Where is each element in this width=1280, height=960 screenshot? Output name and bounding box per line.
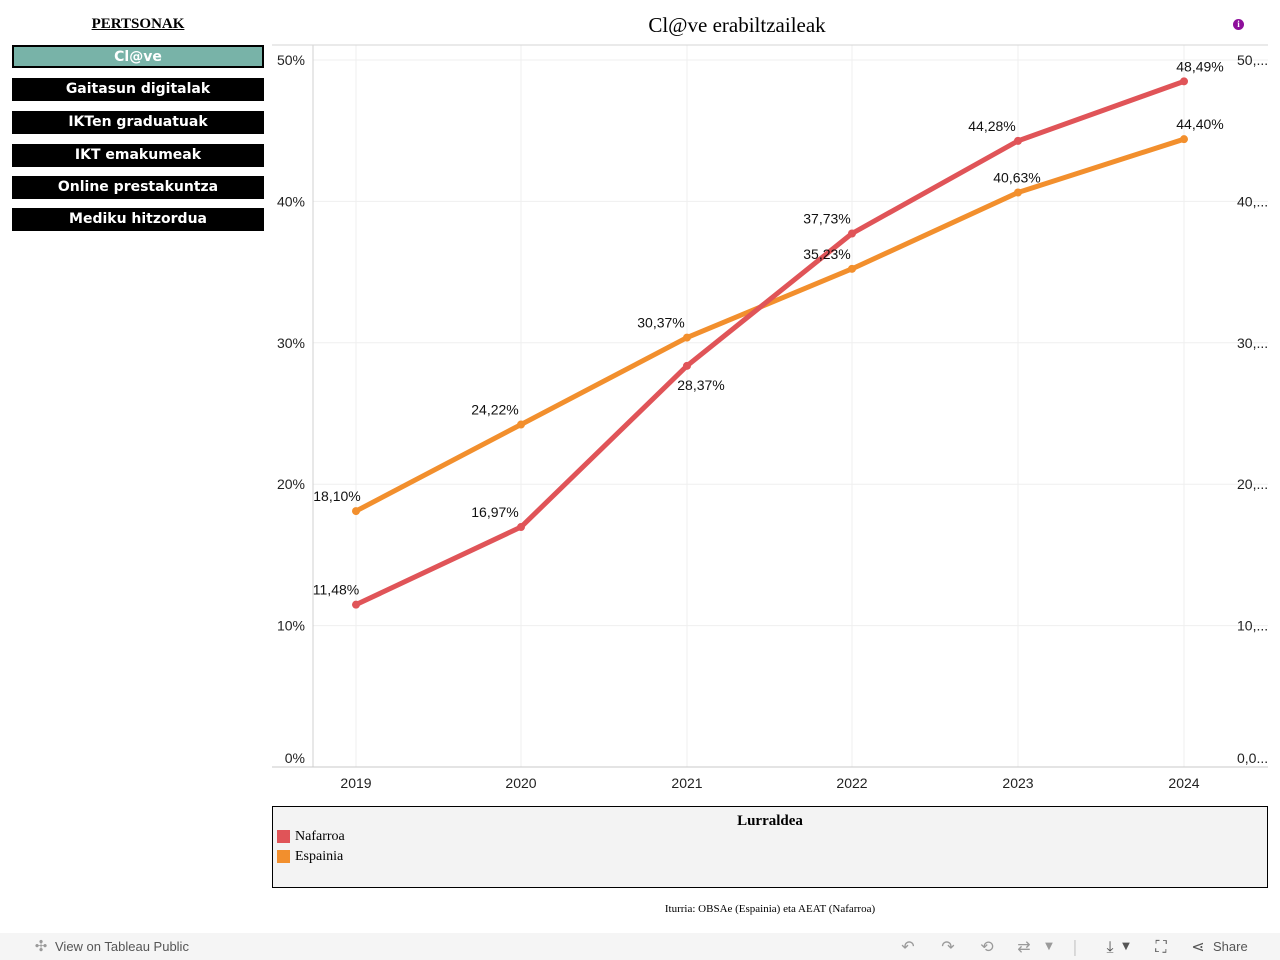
data-label-espainia: 44,40% [1176,116,1223,132]
undo-icon[interactable]: ↶ [901,937,915,956]
refresh-icon[interactable]: ⇄ [1017,937,1031,956]
nav-button-mediku-hitzordua[interactable]: Mediku hitzordua [12,208,264,231]
chart-title: Cl@ve erabiltzaileak [648,13,826,37]
data-label-nafarroa: 48,49% [1176,58,1223,74]
chevron-down-icon[interactable]: ▼ [1045,941,1053,952]
legend-swatch-nafarroa [277,830,290,843]
series-line-nafarroa [353,78,1187,608]
series-line-espainia [353,136,1187,514]
y-tick-label-right: 0,0... [1237,750,1268,766]
sidebar-title: PERTSONAK [91,16,185,32]
data-point-nafarroa [1180,77,1188,86]
download-icon[interactable]: ⤓ [1106,937,1114,956]
info-icon[interactable]: i [1233,19,1244,30]
source-note: Iturria: OBSAe (Espainia) eta AEAT (Nafa… [664,903,876,915]
download-chevron-icon[interactable]: ▼ [1122,941,1130,952]
data-label-espainia: 30,37% [637,315,684,331]
y-tick-label-left: 20% [277,476,305,492]
legend-title: Lurraldea [737,813,803,829]
data-point-nafarroa [848,229,856,238]
legend-swatch-espainia [277,850,290,863]
y-tick-label-right: 40,... [1237,193,1268,209]
legend-label-espainia: Espainia [295,849,344,864]
data-point-nafarroa [517,523,525,532]
nav-button-ikt-emakumeak[interactable]: IKT emakumeak [12,144,264,167]
y-tick-label-right: 20,... [1237,476,1268,492]
legend-label-nafarroa: Nafarroa [295,829,345,844]
data-label-espainia: 24,22% [471,402,518,418]
data-label-espainia: 18,10% [313,488,360,504]
data-label-nafarroa: 28,37% [677,377,724,393]
y-tick-label-left: 10% [277,618,305,634]
y-tick-label-right: 30,... [1237,335,1268,351]
nav-button-ikten-graduatuak[interactable]: IKTen graduatuak [12,111,264,134]
data-point-espainia [1180,135,1188,144]
data-label-nafarroa: 16,97% [471,504,518,520]
fullscreen-icon[interactable]: ⛶ [1155,937,1167,956]
y-tick-label-left: 30% [277,335,305,351]
data-label-nafarroa: 44,28% [968,118,1015,134]
y-tick-label-left: 50% [277,52,305,68]
x-tick-label: 2024 [1168,775,1199,791]
y-tick-label-left: 0% [285,750,305,766]
data-point-nafarroa [352,600,360,609]
data-point-nafarroa [683,361,691,370]
nav-button-online-prestakuntza[interactable]: Online prestakuntza [12,176,264,199]
x-tick-label: 2020 [505,775,536,791]
x-tick-label: 2023 [1002,775,1033,791]
data-label-espainia: 40,63% [993,169,1040,185]
tableau-logo-icon: ✣ [34,937,48,955]
y-tick-label-left: 40% [277,193,305,209]
revert-icon[interactable]: ⟲ [980,937,994,956]
view-on-tableau-link[interactable]: View on Tableau Public [55,939,189,954]
data-point-espainia [1014,188,1022,197]
data-point-espainia [683,333,691,342]
nav-button-gaitasun-digitalak[interactable]: Gaitasun digitalak [12,78,264,101]
data-point-nafarroa [1014,136,1022,145]
toolbar-divider: | [1072,937,1078,956]
nav-button-clave[interactable]: Cl@ve [12,45,264,68]
x-tick-label: 2022 [836,775,867,791]
redo-icon[interactable]: ↷ [941,937,955,956]
share-icon[interactable]: ⋖ [1191,937,1205,956]
line-chart: 0% 0,0... 10% 10,... 20% 20,... 30% 30,... 40% 40… [272,44,1268,791]
data-label-nafarroa: 11,48% [313,582,359,598]
x-tick-label: 2021 [671,775,702,791]
legend: Lurraldea Nafarroa Espainia [272,806,1268,888]
data-label-nafarroa: 37,73% [803,210,850,226]
y-tick-label-right: 10,... [1237,618,1268,634]
data-point-espainia [848,264,856,273]
x-tick-label: 2019 [340,775,371,791]
data-point-espainia [517,420,525,429]
share-button[interactable]: Share [1213,939,1248,954]
data-point-espainia [352,507,360,516]
data-label-espainia: 35,23% [803,246,850,262]
y-tick-label-right: 50,... [1237,52,1268,68]
tableau-toolbar: ✣ View on Tableau Public ↶ ↷ ⟲ ⇄ ▼ | ⤓ ▼… [0,933,1280,960]
